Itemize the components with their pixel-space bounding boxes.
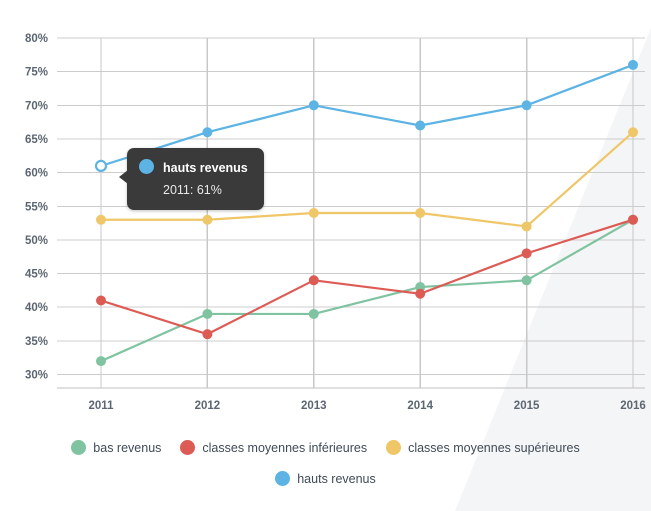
legend-item[interactable]: bas revenus: [68, 440, 164, 455]
legend-row-primary: bas revenus classes moyennes inférieures c…: [0, 440, 651, 455]
tooltip-series-dot-icon: [139, 159, 154, 174]
data-point-marker[interactable]: [202, 308, 213, 319]
data-point-marker[interactable]: [521, 275, 532, 286]
legend-item[interactable]: hauts revenus: [272, 471, 379, 486]
data-point-marker[interactable]: [202, 329, 213, 340]
legend-item[interactable]: classes moyennes supérieures: [383, 440, 583, 455]
y-tick-label: 65%: [25, 134, 48, 146]
data-point-marker[interactable]: [628, 214, 638, 225]
line-chart: 30% 35% 40% 45% 50% 55% 60% 65% 70% 75% 80% 2011 20…: [25, 33, 646, 412]
legend-row-secondary: hauts revenus: [0, 471, 651, 486]
data-point-marker[interactable]: [415, 288, 426, 299]
chart-legend: bas revenus classes moyennes inférieures c…: [0, 440, 651, 502]
data-point-marker[interactable]: [308, 100, 319, 111]
data-point-marker[interactable]: [521, 100, 532, 111]
legend-swatch-icon: [386, 440, 402, 455]
legend-swatch-icon: [71, 440, 87, 455]
y-tick-label: 35%: [25, 336, 48, 348]
datapoint-tooltip: hauts revenus 2011: 61%: [119, 148, 264, 211]
x-tick-label: 2011: [89, 400, 115, 412]
y-tick-label: 75%: [25, 67, 48, 79]
series-lines: [99, 63, 635, 363]
legend-item-label: hauts revenus: [297, 471, 376, 486]
x-tick-label: 2015: [514, 400, 540, 412]
x-axis-tick-labels: 2011 2012 2013 2014 2015 2016: [89, 400, 646, 412]
x-tick-label: 2013: [301, 400, 327, 412]
y-tick-label: 70%: [25, 100, 48, 112]
data-point-marker[interactable]: [628, 127, 638, 138]
y-tick-label: 45%: [25, 269, 48, 281]
data-point-marker[interactable]: [521, 221, 532, 232]
legend-item-label: classes moyennes inférieures: [202, 440, 368, 455]
data-point-marker[interactable]: [521, 248, 532, 259]
tooltip-series-name: hauts revenus: [163, 161, 248, 175]
x-tick-label: 2012: [195, 400, 221, 412]
y-tick-label: 60%: [25, 168, 48, 180]
data-point-marker[interactable]: [628, 59, 638, 70]
legend-swatch-icon: [275, 471, 291, 486]
chart-svg: 30%35%40%45%50%55%60%65%70%75%80% 2011 20…: [25, 33, 646, 412]
legend-item-label: classes moyennes supérieures: [408, 440, 580, 455]
y-tick-label: 40%: [25, 302, 48, 314]
legend-item[interactable]: classes moyennes inférieures: [177, 440, 370, 455]
data-point-marker[interactable]: [202, 127, 213, 138]
data-point-marker[interactable]: [96, 356, 106, 367]
series-line: [99, 218, 635, 363]
y-tick-label: 80%: [25, 33, 48, 45]
y-tick-label: 50%: [25, 235, 48, 247]
data-point-marker[interactable]: [415, 120, 426, 131]
y-tick-label: 55%: [25, 201, 48, 213]
data-point-marker[interactable]: [96, 295, 106, 306]
data-point-marker[interactable]: [308, 308, 319, 319]
data-point-marker-selected[interactable]: [94, 159, 108, 172]
data-point-marker[interactable]: [415, 208, 426, 218]
legend-item-label: bas revenus: [93, 440, 162, 455]
data-point-marker[interactable]: [308, 275, 319, 286]
tooltip-text: hauts revenus 2011: 61%: [163, 157, 248, 200]
data-point-marker[interactable]: [202, 214, 213, 225]
series-line: [99, 218, 635, 336]
data-point-marker[interactable]: [96, 214, 106, 225]
y-tick-label: 30%: [25, 370, 48, 382]
data-point-marker[interactable]: [308, 208, 319, 218]
legend-swatch-icon: [180, 440, 196, 455]
x-tick-label: 2016: [620, 400, 646, 412]
tooltip-value: 2011: 61%: [163, 182, 222, 197]
x-tick-label: 2014: [407, 400, 433, 412]
y-axis-tick-labels: 30% 35% 40% 45% 50% 55% 60% 65% 70% 75% 80%: [25, 33, 48, 382]
